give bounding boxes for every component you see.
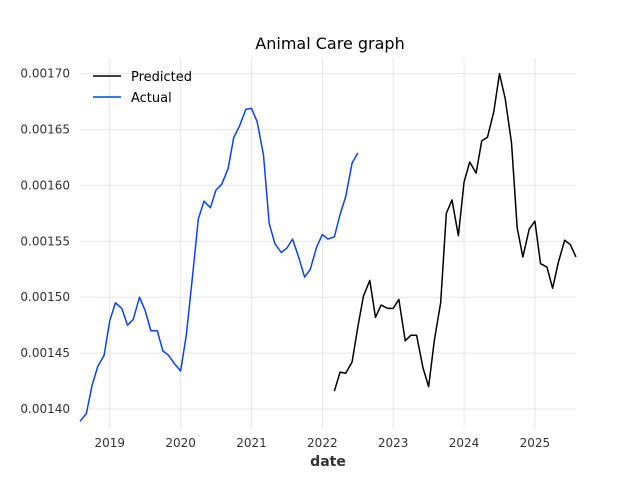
series-line-actual (79, 107, 359, 422)
y-tick-label: 0.00140 (20, 402, 70, 416)
x-tick-label: 2019 (94, 436, 125, 450)
y-tick-label: 0.00165 (20, 123, 70, 137)
x-axis-label: date (310, 454, 346, 470)
y-tick-label: 0.00170 (20, 67, 70, 81)
x-tick-label: 2021 (236, 436, 267, 450)
y-tick-label: 0.00150 (20, 290, 70, 304)
x-tick-label: 2023 (378, 436, 409, 450)
legend: Predicted Actual (93, 70, 192, 106)
chart-title: Animal Care graph (255, 34, 404, 53)
x-tick-label: 2024 (449, 436, 480, 450)
y-tick-label: 0.00155 (20, 234, 70, 248)
x-tick-label: 2025 (520, 436, 551, 450)
x-tick-label: 2022 (307, 436, 338, 450)
legend-label-predicted: Predicted (131, 70, 192, 85)
series-layer (79, 72, 577, 422)
legend-label-actual: Actual (131, 91, 172, 106)
series-line-predicted (333, 72, 577, 392)
y-tick-label: 0.00160 (20, 178, 70, 192)
tick-labels: 0.00140 0.00145 0.00150 0.00155 0.00160 0.001… (20, 67, 550, 450)
grid (80, 58, 576, 428)
y-tick-label: 0.00145 (20, 346, 70, 360)
x-tick-label: 2020 (165, 436, 196, 450)
